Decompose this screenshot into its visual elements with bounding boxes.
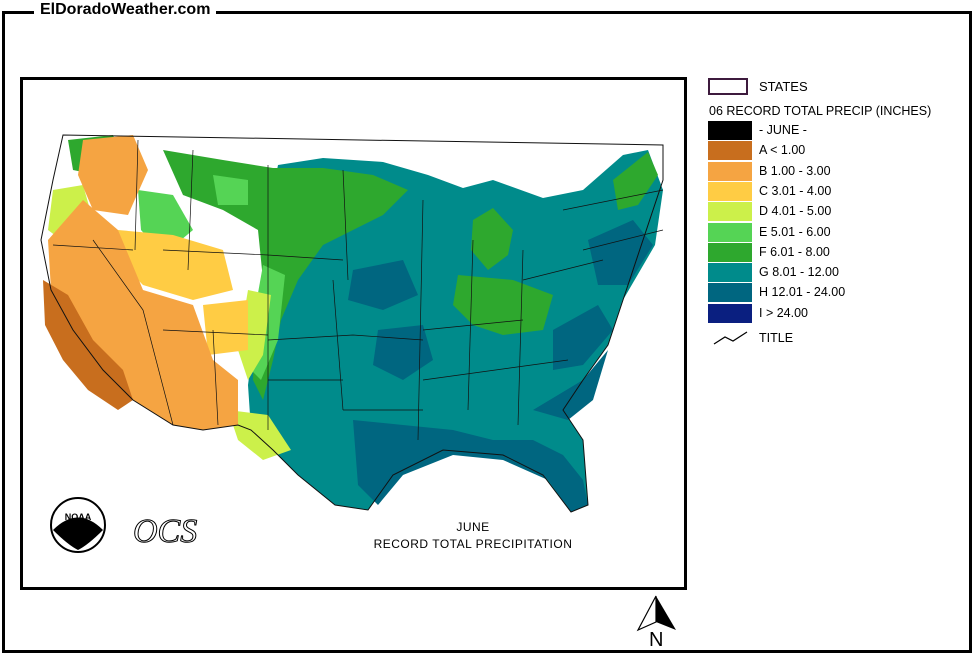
legend-swatch <box>708 181 752 201</box>
states-swatch <box>708 78 748 95</box>
map-panel: NOAA OCS JUNE RECORD TOTAL PRECIPITATION <box>20 77 687 590</box>
ocs-logo-text: OCS <box>133 513 197 550</box>
legend-swatch <box>708 121 752 140</box>
legend-item: F 6.01 - 8.00 <box>708 242 968 262</box>
noaa-logo: NOAA <box>50 497 106 553</box>
legend-swatch <box>708 242 752 262</box>
legend-label: E 5.01 - 6.00 <box>759 224 831 239</box>
legend-label: A < 1.00 <box>759 143 806 158</box>
legend-item: A < 1.00 <box>708 141 968 161</box>
legend-swatch <box>708 283 752 303</box>
legend-item: C 3.01 - 4.00 <box>708 181 968 201</box>
legend-label: - JUNE - <box>759 123 807 137</box>
state-boundaries <box>40 134 664 513</box>
zone-f-ohio-valley <box>453 275 553 335</box>
north-arrow-icon <box>636 595 676 632</box>
legend-item: E 5.01 - 6.00 <box>708 222 968 242</box>
zone-h-gulf <box>353 420 588 512</box>
north-arrow: N <box>632 592 688 654</box>
states-label: STATES <box>759 79 808 94</box>
outer-frame <box>2 11 972 653</box>
site-name[interactable]: ElDoradoWeather.com <box>34 1 217 19</box>
zone-h-missouri <box>373 325 433 380</box>
map-subtitle: RECORD TOTAL PRECIPITATION <box>373 537 573 551</box>
map-month-title: JUNE <box>456 520 490 534</box>
zone-h-iowa <box>348 260 418 310</box>
zone-b-west <box>48 200 238 430</box>
legend-item: B 1.00 - 3.00 <box>708 161 968 181</box>
legend-swatch <box>708 303 752 323</box>
north-letter: N <box>649 629 664 651</box>
legend-title-symbol: TITLE <box>708 328 908 348</box>
zone-f-michigan <box>471 208 513 270</box>
legend-label: I > 24.00 <box>759 305 808 320</box>
legend-label: B 1.00 - 3.00 <box>759 163 831 178</box>
legend-swatch <box>708 141 752 161</box>
legend-item: I > 24.00 <box>708 303 968 323</box>
legend-item: D 4.01 - 5.00 <box>708 202 968 222</box>
zone-h-southeast <box>533 350 608 420</box>
legend-swatch <box>708 161 752 181</box>
legend-label: D 4.01 - 5.00 <box>759 204 832 219</box>
title-line-icon <box>713 331 748 345</box>
zone-c-colorado <box>203 300 248 355</box>
legend-item: H 12.01 - 24.00 <box>708 283 968 303</box>
legend-swatch <box>708 263 752 283</box>
zone-b-oregon <box>78 135 148 215</box>
noaa-logo-text: NOAA <box>65 512 92 522</box>
legend-label: F 6.01 - 8.00 <box>759 244 830 259</box>
zone-f-north <box>163 150 408 400</box>
legend-title: 06 RECORD TOTAL PRECIP (INCHES) <box>709 104 932 118</box>
legend-swatch <box>708 222 752 242</box>
legend-item: G 8.01 - 12.00 <box>708 263 968 283</box>
legend-item: - JUNE - <box>708 121 968 140</box>
legend-label: H 12.01 - 24.00 <box>759 285 846 300</box>
legend-label: G 8.01 - 12.00 <box>759 265 839 280</box>
zone-h-carolinas <box>553 305 613 370</box>
legend-label: C 3.01 - 4.00 <box>759 183 832 198</box>
title-symbol-label: TITLE <box>759 331 794 345</box>
precip-map: NOAA OCS <box>40 134 664 553</box>
zone-f-new-england <box>613 152 658 210</box>
legend-swatch <box>708 202 752 222</box>
zone-d-west-texas <box>228 410 291 460</box>
zone-e-montana <box>213 175 248 205</box>
zone-g-east <box>248 150 663 512</box>
zone-c-intermountain <box>118 230 233 300</box>
